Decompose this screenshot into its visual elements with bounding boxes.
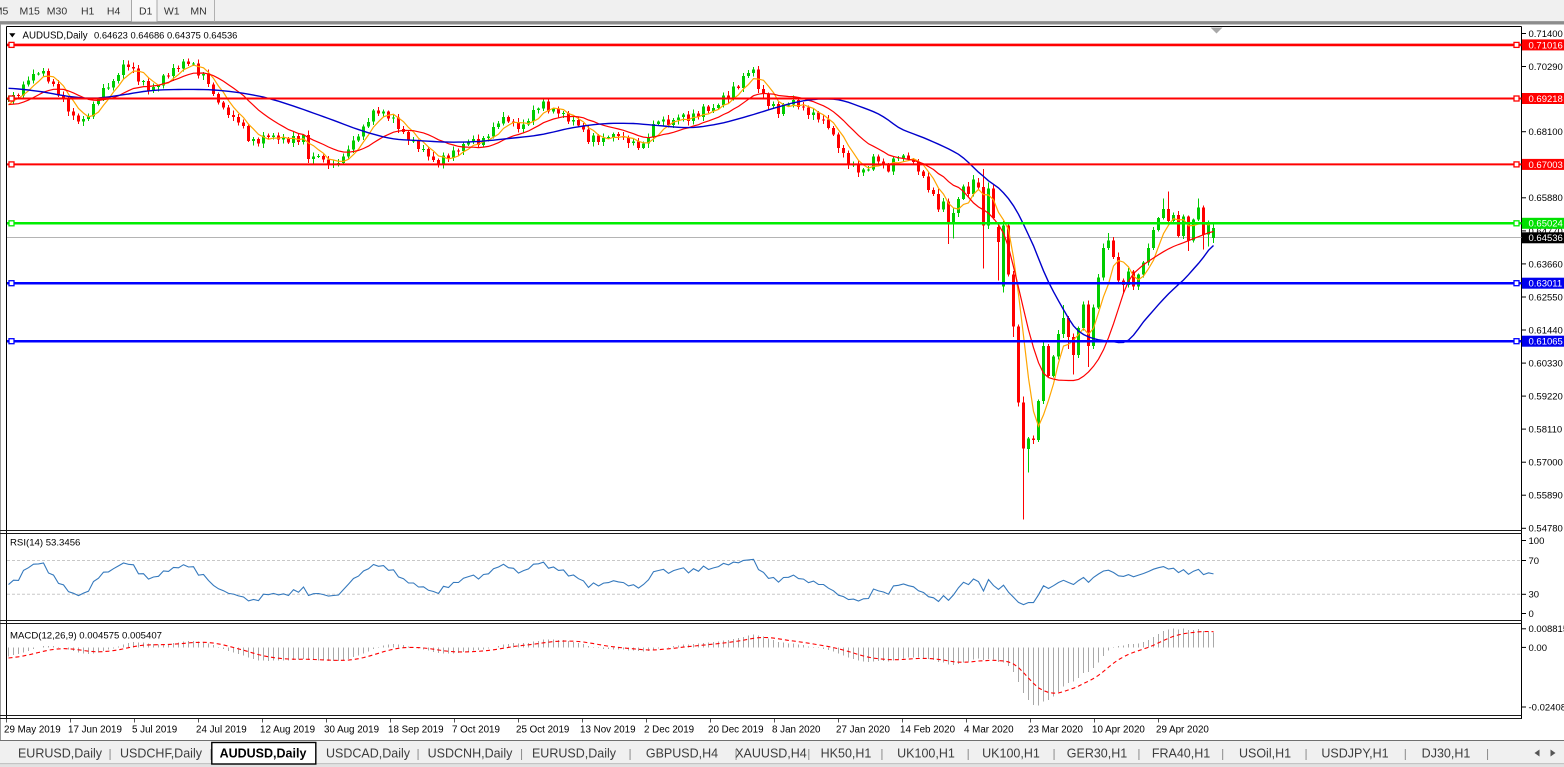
svg-text:MN: MN (190, 6, 206, 18)
svg-text:0.67003: 0.67003 (1529, 160, 1563, 171)
svg-text:0.57000: 0.57000 (1529, 458, 1563, 469)
svg-text:GBPUSD,H4: GBPUSD,H4 (646, 747, 718, 761)
svg-text:EURUSD,Daily: EURUSD,Daily (532, 747, 617, 761)
svg-text:DJ30,H1: DJ30,H1 (1422, 747, 1471, 761)
svg-text:30 Aug 2019: 30 Aug 2019 (324, 725, 379, 736)
svg-text:30: 30 (1529, 590, 1540, 601)
svg-text:H4: H4 (107, 6, 121, 18)
svg-text:0.69218: 0.69218 (1529, 94, 1563, 105)
svg-text:29 May 2019: 29 May 2019 (4, 725, 61, 736)
svg-text:0.64623 0.64686 0.64375 0.6453: 0.64623 0.64686 0.64375 0.64536 (94, 29, 237, 40)
svg-text:0.65024: 0.65024 (1529, 219, 1563, 230)
svg-text:0.65880: 0.65880 (1529, 193, 1563, 204)
svg-text:USDCHF,Daily: USDCHF,Daily (120, 747, 203, 761)
svg-text:0.64770: 0.64770 (1529, 226, 1563, 237)
svg-text:|: | (520, 747, 523, 761)
svg-text:M5: M5 (0, 6, 8, 18)
svg-text:8 Jan 2020: 8 Jan 2020 (772, 725, 821, 736)
svg-text:USOil,H1: USOil,H1 (1239, 747, 1291, 761)
svg-text:M30: M30 (47, 6, 68, 18)
svg-text:10 Apr 2020: 10 Apr 2020 (1092, 725, 1145, 736)
svg-text:5 Jul 2019: 5 Jul 2019 (132, 725, 177, 736)
svg-text:MACD(12,26,9) 0.004575 0.00540: MACD(12,26,9) 0.004575 0.005407 (10, 631, 162, 642)
svg-text:|: | (807, 747, 810, 761)
svg-text:2 Dec 2019: 2 Dec 2019 (644, 725, 694, 736)
svg-text:UK100,H1: UK100,H1 (897, 747, 955, 761)
svg-text:0.00: 0.00 (1529, 643, 1548, 654)
svg-text:USDJPY,H1: USDJPY,H1 (1321, 747, 1388, 761)
svg-text:|: | (1404, 747, 1407, 761)
svg-text:|: | (209, 747, 212, 761)
svg-text:|: | (628, 747, 631, 761)
svg-text:H1: H1 (81, 6, 95, 18)
svg-text:0: 0 (1529, 609, 1534, 620)
svg-text:0.55890: 0.55890 (1529, 491, 1563, 502)
svg-text:23 Mar 2020: 23 Mar 2020 (1028, 725, 1084, 736)
svg-text:0.61065: 0.61065 (1529, 337, 1563, 348)
svg-text:0.63660: 0.63660 (1529, 259, 1563, 270)
svg-text:|: | (1137, 747, 1140, 761)
svg-text:13 Nov 2019: 13 Nov 2019 (580, 725, 636, 736)
svg-text:0.58110: 0.58110 (1529, 425, 1563, 436)
svg-text:0.60330: 0.60330 (1529, 359, 1563, 370)
svg-text:|: | (967, 747, 970, 761)
svg-text:0.61440: 0.61440 (1529, 325, 1563, 336)
svg-text:24 Jul 2019: 24 Jul 2019 (196, 725, 247, 736)
svg-text:7 Oct 2019: 7 Oct 2019 (452, 725, 500, 736)
svg-text:AUDUSD,Daily: AUDUSD,Daily (220, 747, 307, 761)
svg-text:0.59220: 0.59220 (1529, 392, 1563, 403)
svg-text:W1: W1 (164, 6, 180, 18)
svg-text:GER30,H1: GER30,H1 (1067, 747, 1127, 761)
svg-text:100: 100 (1529, 536, 1545, 547)
svg-text:17 Jun 2019: 17 Jun 2019 (68, 725, 122, 736)
svg-text:XAUUSD,H4: XAUUSD,H4 (735, 747, 807, 761)
svg-text:|: | (1053, 747, 1056, 761)
svg-text:|: | (1221, 747, 1224, 761)
svg-text:0.64536: 0.64536 (1529, 233, 1563, 244)
svg-text:27 Jan 2020: 27 Jan 2020 (836, 725, 890, 736)
svg-text:0.71016: 0.71016 (1529, 40, 1563, 51)
svg-text:-0.024082: -0.024082 (1529, 702, 1564, 713)
svg-text:25 Oct 2019: 25 Oct 2019 (516, 725, 569, 736)
svg-text:|: | (880, 747, 883, 761)
svg-text:70: 70 (1529, 556, 1540, 567)
svg-text:USDCAD,Daily: USDCAD,Daily (326, 747, 411, 761)
svg-text:0.70290: 0.70290 (1529, 62, 1563, 73)
svg-text:0.008815: 0.008815 (1529, 624, 1564, 635)
svg-text:|: | (1486, 747, 1489, 761)
svg-text:14 Feb 2020: 14 Feb 2020 (900, 725, 956, 736)
svg-text:UK100,H1: UK100,H1 (982, 747, 1040, 761)
svg-text:0.68100: 0.68100 (1529, 127, 1563, 138)
svg-text:4 Mar 2020: 4 Mar 2020 (964, 725, 1014, 736)
svg-text:|: | (1305, 747, 1308, 761)
svg-text:0.71400: 0.71400 (1529, 29, 1563, 40)
svg-text:HK50,H1: HK50,H1 (821, 747, 872, 761)
svg-text:|: | (108, 747, 111, 761)
svg-text:M15: M15 (19, 6, 40, 18)
svg-text:FRA40,H1: FRA40,H1 (1152, 747, 1210, 761)
svg-text:12 Aug 2019: 12 Aug 2019 (260, 725, 315, 736)
svg-text:20 Dec 2019: 20 Dec 2019 (708, 725, 764, 736)
svg-text:D1: D1 (139, 6, 153, 18)
svg-text:0.63011: 0.63011 (1529, 279, 1563, 290)
svg-text:|: | (416, 747, 419, 761)
svg-text:29 Apr 2020: 29 Apr 2020 (1156, 725, 1209, 736)
svg-text:0.54780: 0.54780 (1529, 524, 1563, 535)
svg-text:0.62550: 0.62550 (1529, 292, 1563, 303)
svg-text:18 Sep 2019: 18 Sep 2019 (388, 725, 444, 736)
svg-text:EURUSD,Daily: EURUSD,Daily (18, 747, 103, 761)
svg-text:|: | (734, 747, 737, 761)
svg-text:USDCNH,Daily: USDCNH,Daily (428, 747, 513, 761)
svg-text:RSI(14) 53.3456: RSI(14) 53.3456 (10, 538, 80, 549)
svg-text:AUDUSD,Daily: AUDUSD,Daily (23, 30, 88, 41)
